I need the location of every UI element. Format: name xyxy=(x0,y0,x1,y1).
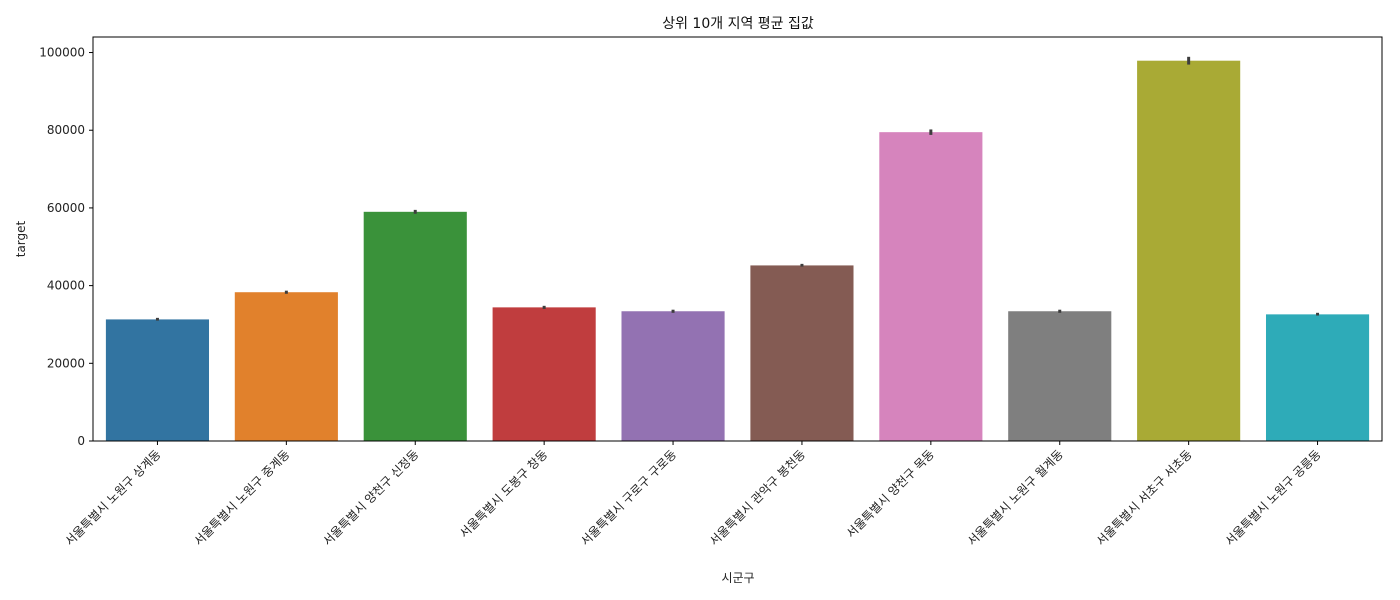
x-tick-label: 서울특별시 노원구 공릉동 xyxy=(1222,447,1323,548)
x-tick-label: 서울특별시 노원구 상계동 xyxy=(62,447,163,548)
error-bars-group xyxy=(155,56,1320,321)
x-tick-label: 서울특별시 도봉구 창동 xyxy=(457,447,550,540)
y-tick-label: 100000 xyxy=(39,46,85,60)
x-tick-label: 서울특별시 서초구 서초동 xyxy=(1094,447,1195,548)
y-tick-label: 40000 xyxy=(47,279,85,293)
bars-group xyxy=(105,60,1370,442)
bar-10 xyxy=(1265,314,1370,441)
x-axis-ticks: 서울특별시 노원구 상계동 서울특별시 노원구 중계동 서울특별시 양천구 신정동 서… xyxy=(62,441,1324,549)
y-tick-label: 60000 xyxy=(47,201,85,215)
bar-5 xyxy=(621,311,725,441)
plot-frame xyxy=(92,36,1383,442)
bar-4 xyxy=(492,307,596,441)
x-tick-label: 서울특별시 노원구 중계동 xyxy=(191,447,292,548)
y-tick-label: 0 xyxy=(77,434,85,448)
bar-7 xyxy=(879,132,983,442)
bar-1 xyxy=(105,319,210,441)
bar-2 xyxy=(234,292,338,441)
bar-9 xyxy=(1137,60,1241,441)
x-tick-label: 서울특별시 양천구 신정동 xyxy=(319,447,421,549)
chart-title: 상위 10개 지역 평균 집값 xyxy=(662,16,814,32)
x-axis-label: 시군구 xyxy=(721,571,754,585)
y-tick-label: 20000 xyxy=(47,356,85,370)
y-axis-ticks: 0 20000 40000 60000 80000 100000 xyxy=(39,46,93,448)
bar-6 xyxy=(750,265,854,441)
x-tick-label: 서울특별시 노원구 월계동 xyxy=(965,447,1066,548)
x-tick-label: 서울특별시 구로구 구로동 xyxy=(578,447,679,548)
bar-3 xyxy=(363,211,467,441)
y-tick-label: 80000 xyxy=(47,123,85,137)
y-axis-label: target xyxy=(14,220,28,257)
bar-8 xyxy=(1008,311,1112,441)
x-tick-label: 서울특별시 양천구 목동 xyxy=(843,447,937,541)
x-tick-label: 서울특별시 관악구 봉천동 xyxy=(706,447,808,549)
